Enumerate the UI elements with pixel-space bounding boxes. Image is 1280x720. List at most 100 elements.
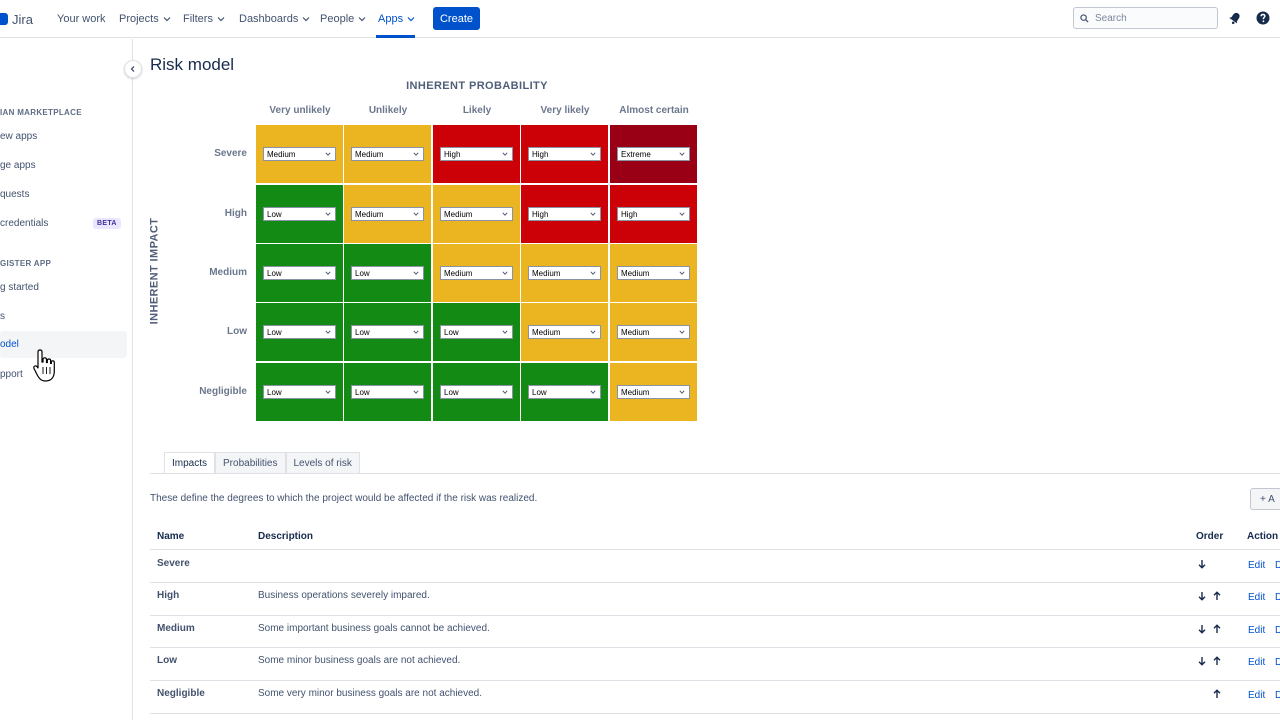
chevron-down-icon bbox=[590, 330, 596, 334]
risk-level-select[interactable]: Low bbox=[528, 385, 601, 399]
edit-link[interactable]: Edit bbox=[1248, 690, 1266, 701]
sidebar-item-settings[interactable]: s bbox=[0, 303, 127, 330]
risk-level-select[interactable]: High bbox=[617, 207, 690, 221]
move-down-icon[interactable] bbox=[1197, 591, 1207, 601]
risk-level-select[interactable]: Low bbox=[351, 385, 424, 399]
sidebar-item-new-apps[interactable]: ew apps bbox=[0, 123, 127, 150]
chevron-left-icon bbox=[130, 66, 135, 72]
column-label: Very likely bbox=[540, 105, 590, 116]
column-header-order: Order bbox=[1196, 531, 1224, 542]
risk-level-select[interactable]: Medium bbox=[528, 325, 601, 339]
risk-level-select[interactable]: Low bbox=[440, 325, 513, 339]
nav-filters-label: Filters bbox=[183, 13, 213, 25]
edit-link[interactable]: Edit bbox=[1248, 592, 1266, 603]
sidebar-item-risk-model[interactable]: odel bbox=[0, 331, 127, 358]
chevron-down-icon bbox=[407, 17, 415, 22]
risk-level-select[interactable]: Medium bbox=[617, 385, 690, 399]
nav-your-work-label: Your work bbox=[57, 13, 106, 25]
risk-cell: Medium bbox=[344, 185, 431, 243]
nav-projects[interactable]: Projects bbox=[119, 12, 171, 26]
risk-level-select[interactable]: Low bbox=[263, 325, 336, 339]
risk-cell: Low bbox=[433, 303, 520, 361]
move-up-icon[interactable] bbox=[1212, 689, 1222, 699]
sidebar-item-label: credentials bbox=[0, 218, 49, 229]
risk-cell: High bbox=[610, 185, 697, 243]
nav-projects-label: Projects bbox=[119, 13, 159, 25]
sidebar-item-manage-apps[interactable]: ge apps bbox=[0, 152, 127, 179]
risk-level-select[interactable]: Medium bbox=[351, 207, 424, 221]
search-box[interactable] bbox=[1073, 7, 1218, 29]
risk-level-select[interactable]: Low bbox=[440, 385, 513, 399]
logo-text: Jira bbox=[12, 11, 33, 27]
risk-cell: Medium bbox=[521, 244, 608, 302]
row-label: Medium bbox=[209, 267, 247, 278]
nav-your-work[interactable]: Your work bbox=[57, 12, 106, 26]
risk-level-select[interactable]: Medium bbox=[351, 147, 424, 161]
impact-name: High bbox=[157, 590, 180, 601]
create-button[interactable]: Create bbox=[433, 7, 480, 30]
risk-level-select[interactable]: High bbox=[528, 207, 601, 221]
tab-levels-of-risk[interactable]: Levels of risk bbox=[285, 452, 360, 474]
nav-apps-label: Apps bbox=[378, 13, 404, 25]
help-icon[interactable] bbox=[1256, 11, 1270, 25]
edit-link[interactable]: Edit bbox=[1248, 560, 1266, 571]
move-down-icon[interactable] bbox=[1197, 624, 1207, 634]
risk-level-select[interactable]: Low bbox=[351, 266, 424, 280]
risk-level-select[interactable]: Low bbox=[263, 266, 336, 280]
search-icon bbox=[1080, 13, 1089, 23]
risk-cell: Medium bbox=[433, 185, 520, 243]
column-label: Very unlikely bbox=[269, 105, 331, 116]
sidebar-item-getting-started[interactable]: g started bbox=[0, 274, 127, 301]
sidebar-item-requests[interactable]: quests bbox=[0, 181, 127, 208]
move-up-icon[interactable] bbox=[1212, 656, 1222, 666]
chevron-down-icon bbox=[679, 271, 685, 275]
jira-logo[interactable]: Jira bbox=[0, 10, 33, 28]
risk-level-select[interactable]: High bbox=[528, 147, 601, 161]
delete-link[interactable]: D bbox=[1275, 657, 1280, 668]
sidebar-item-support[interactable]: pport bbox=[0, 361, 127, 388]
chevron-down-icon bbox=[413, 390, 419, 394]
nav-people[interactable]: People bbox=[320, 12, 366, 26]
risk-level-select[interactable]: Medium bbox=[528, 266, 601, 280]
impact-axis-title: INHERENT IMPACT bbox=[148, 217, 161, 325]
active-nav-indicator bbox=[376, 35, 415, 38]
tab-impacts[interactable]: Impacts bbox=[164, 452, 216, 474]
risk-level-select[interactable]: Medium bbox=[617, 266, 690, 280]
sidebar-heading-risk-register: GISTER APP bbox=[0, 259, 52, 268]
risk-level-select[interactable]: Extreme bbox=[617, 147, 690, 161]
risk-level-select[interactable]: Medium bbox=[263, 147, 336, 161]
move-down-icon[interactable] bbox=[1197, 559, 1207, 569]
collapse-sidebar-button[interactable] bbox=[124, 60, 142, 78]
move-up-icon[interactable] bbox=[1212, 624, 1222, 634]
risk-level-value: Low bbox=[355, 268, 370, 278]
delete-link[interactable]: D bbox=[1275, 560, 1280, 571]
chevron-down-icon bbox=[302, 17, 310, 22]
nav-apps[interactable]: Apps bbox=[378, 12, 415, 26]
notifications-icon[interactable] bbox=[1228, 11, 1242, 25]
risk-level-select[interactable]: Low bbox=[263, 207, 336, 221]
table-divider bbox=[150, 615, 1280, 616]
search-input[interactable] bbox=[1095, 12, 1205, 24]
risk-level-select[interactable]: Medium bbox=[617, 325, 690, 339]
delete-link[interactable]: D bbox=[1275, 592, 1280, 603]
tab-probabilities[interactable]: Probabilities bbox=[215, 452, 286, 474]
move-up-icon[interactable] bbox=[1212, 591, 1222, 601]
move-down-icon[interactable] bbox=[1197, 656, 1207, 666]
chevron-down-icon bbox=[502, 271, 508, 275]
risk-level-select[interactable]: Low bbox=[351, 325, 424, 339]
delete-link[interactable]: D bbox=[1275, 690, 1280, 701]
nav-dashboards[interactable]: Dashboards bbox=[239, 12, 310, 26]
add-impact-button[interactable]: + A bbox=[1250, 488, 1280, 510]
risk-level-value: Medium bbox=[444, 209, 473, 219]
delete-link[interactable]: D bbox=[1275, 625, 1280, 636]
risk-level-select[interactable]: High bbox=[440, 147, 513, 161]
sidebar-item-credentials[interactable]: credentials bbox=[0, 210, 127, 237]
risk-level-select[interactable]: Low bbox=[263, 385, 336, 399]
nav-filters[interactable]: Filters bbox=[183, 12, 225, 26]
risk-level-value: Low bbox=[267, 327, 282, 337]
risk-level-select[interactable]: Medium bbox=[440, 266, 513, 280]
risk-cell: Low bbox=[256, 244, 343, 302]
edit-link[interactable]: Edit bbox=[1248, 657, 1266, 668]
risk-level-select[interactable]: Medium bbox=[440, 207, 513, 221]
edit-link[interactable]: Edit bbox=[1248, 625, 1266, 636]
